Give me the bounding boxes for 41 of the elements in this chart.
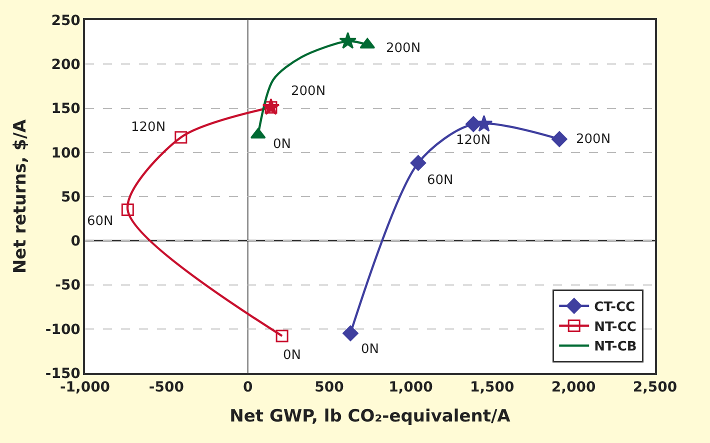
point (276, 330, 288, 342)
annotation: 200N (291, 84, 326, 99)
x-tick-label: 2,500 (632, 380, 678, 396)
point (262, 98, 280, 115)
y-tick-label: 150 (51, 101, 81, 118)
x-tick-label: 1,000 (388, 380, 434, 396)
annotation: 60N (427, 173, 454, 188)
x-tick-label: -500 (148, 380, 184, 396)
x-tick-label: 500 (314, 380, 344, 396)
annotation: 120N (456, 133, 491, 148)
x-tick-label: -1,000 (60, 380, 110, 396)
legend-label: NT-CB (594, 340, 637, 355)
annotation: 200N (386, 41, 421, 56)
y-tick-label: -50 (55, 278, 81, 294)
y-tick-label: 200 (51, 57, 81, 74)
x-tick-label: 1,500 (470, 380, 515, 396)
point (552, 131, 568, 148)
y-tick-label: -100 (45, 322, 81, 338)
y-tick-label: 250 (51, 12, 81, 29)
annotation: 120N (131, 120, 166, 135)
annotation: 200N (576, 132, 611, 147)
point (466, 116, 482, 132)
y-axis-title: Net returns, $/A (10, 118, 30, 274)
x-tick-label: 2,000 (551, 380, 596, 396)
point (410, 155, 426, 171)
legend-label: NT-CC (594, 320, 636, 335)
point (339, 32, 357, 49)
point (342, 325, 358, 342)
y-tick-label: 50 (60, 189, 81, 206)
legend-label: CT-CC (594, 300, 636, 315)
y-tick-label: 100 (51, 145, 81, 162)
point (174, 131, 188, 144)
y-tick-label: -150 (45, 366, 81, 382)
x-axis-title: Net GWP, lb CO₂-equivalent/A (230, 406, 512, 426)
annotation: 0N (283, 348, 301, 363)
y-tick-label: 0 (70, 234, 81, 250)
annotation: 60N (87, 214, 114, 229)
annotation: 0N (273, 137, 291, 152)
point (121, 203, 134, 216)
annotation: 0N (361, 342, 379, 357)
x-tick-label: 0 (242, 380, 253, 396)
